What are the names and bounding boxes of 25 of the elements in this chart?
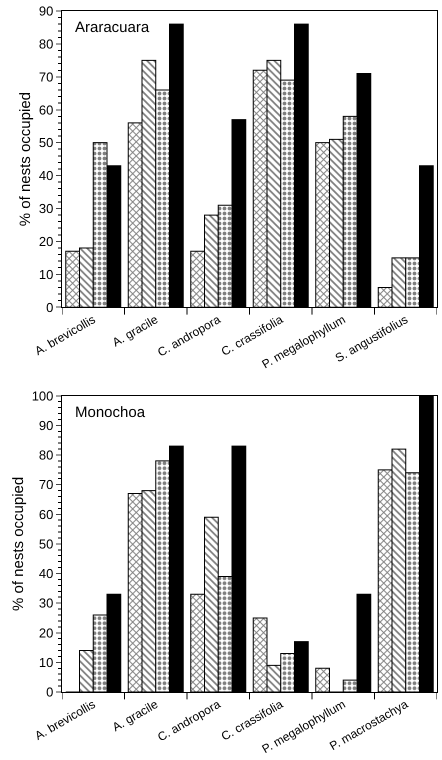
y-tick-label: 30 — [38, 201, 54, 216]
y-tick-label: 40 — [38, 168, 54, 184]
y-tick-label: 30 — [38, 596, 54, 611]
y-tick-label: 70 — [38, 69, 54, 84]
y-tick-label: 40 — [38, 566, 54, 582]
y-axis-title: % of nests occupied — [10, 476, 27, 612]
y-tick-label: 20 — [38, 234, 54, 249]
y-tick-label: 80 — [38, 448, 54, 463]
y-tick-label: 10 — [38, 266, 54, 282]
y-tick-label: 90 — [38, 418, 54, 433]
y-tick-label: 50 — [38, 536, 54, 552]
y-tick-label: 20 — [38, 625, 54, 640]
y-tick-label: 10 — [38, 654, 54, 670]
y-tick-label: 0 — [46, 300, 54, 315]
y-axis-title: % of nests occupied — [17, 92, 34, 226]
text: Monochoa — [75, 404, 146, 421]
y-tick-label: 100 — [32, 388, 54, 404]
y-tick-label: 60 — [38, 102, 54, 118]
y-tick-label: 60 — [38, 506, 54, 522]
y-tick-label: 90 — [38, 4, 54, 19]
y-tick-label: 0 — [46, 684, 54, 700]
y-tick-label: 70 — [38, 477, 54, 492]
text: Araracuara — [75, 19, 150, 36]
y-tick-label: 50 — [38, 135, 54, 150]
y-tick-label: 80 — [38, 36, 54, 52]
